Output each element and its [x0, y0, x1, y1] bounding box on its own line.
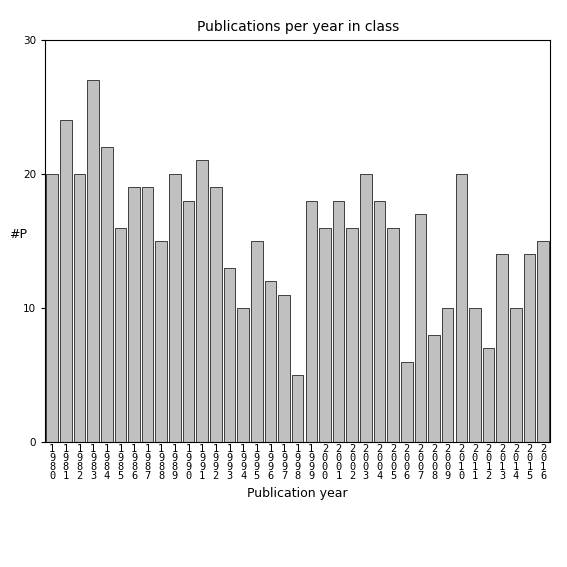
Bar	[210, 187, 222, 442]
Bar	[497, 255, 508, 442]
Bar	[387, 227, 399, 442]
Bar	[469, 308, 481, 442]
Bar	[346, 227, 358, 442]
Bar	[196, 160, 208, 442]
Bar	[306, 201, 317, 442]
Bar	[278, 295, 290, 442]
Bar	[155, 241, 167, 442]
Bar	[251, 241, 263, 442]
Bar	[414, 214, 426, 442]
Bar	[115, 227, 126, 442]
Bar	[442, 308, 454, 442]
Y-axis label: #P: #P	[9, 228, 27, 241]
Bar	[142, 187, 154, 442]
Bar	[333, 201, 344, 442]
Bar	[374, 201, 386, 442]
Bar	[360, 174, 371, 442]
Bar	[74, 174, 85, 442]
Bar	[483, 348, 494, 442]
Bar	[428, 335, 440, 442]
Bar	[169, 174, 181, 442]
Bar	[524, 255, 535, 442]
X-axis label: Publication year: Publication year	[247, 487, 348, 500]
Bar	[128, 187, 140, 442]
Bar	[455, 174, 467, 442]
Bar	[510, 308, 522, 442]
Bar	[183, 201, 194, 442]
Bar	[292, 375, 303, 442]
Bar	[538, 241, 549, 442]
Bar	[238, 308, 249, 442]
Bar	[265, 281, 276, 442]
Bar	[87, 80, 99, 442]
Bar	[224, 268, 235, 442]
Title: Publications per year in class: Publications per year in class	[197, 20, 399, 35]
Bar	[401, 362, 413, 442]
Bar	[319, 227, 331, 442]
Bar	[60, 120, 71, 442]
Bar	[101, 147, 112, 442]
Bar	[46, 174, 58, 442]
